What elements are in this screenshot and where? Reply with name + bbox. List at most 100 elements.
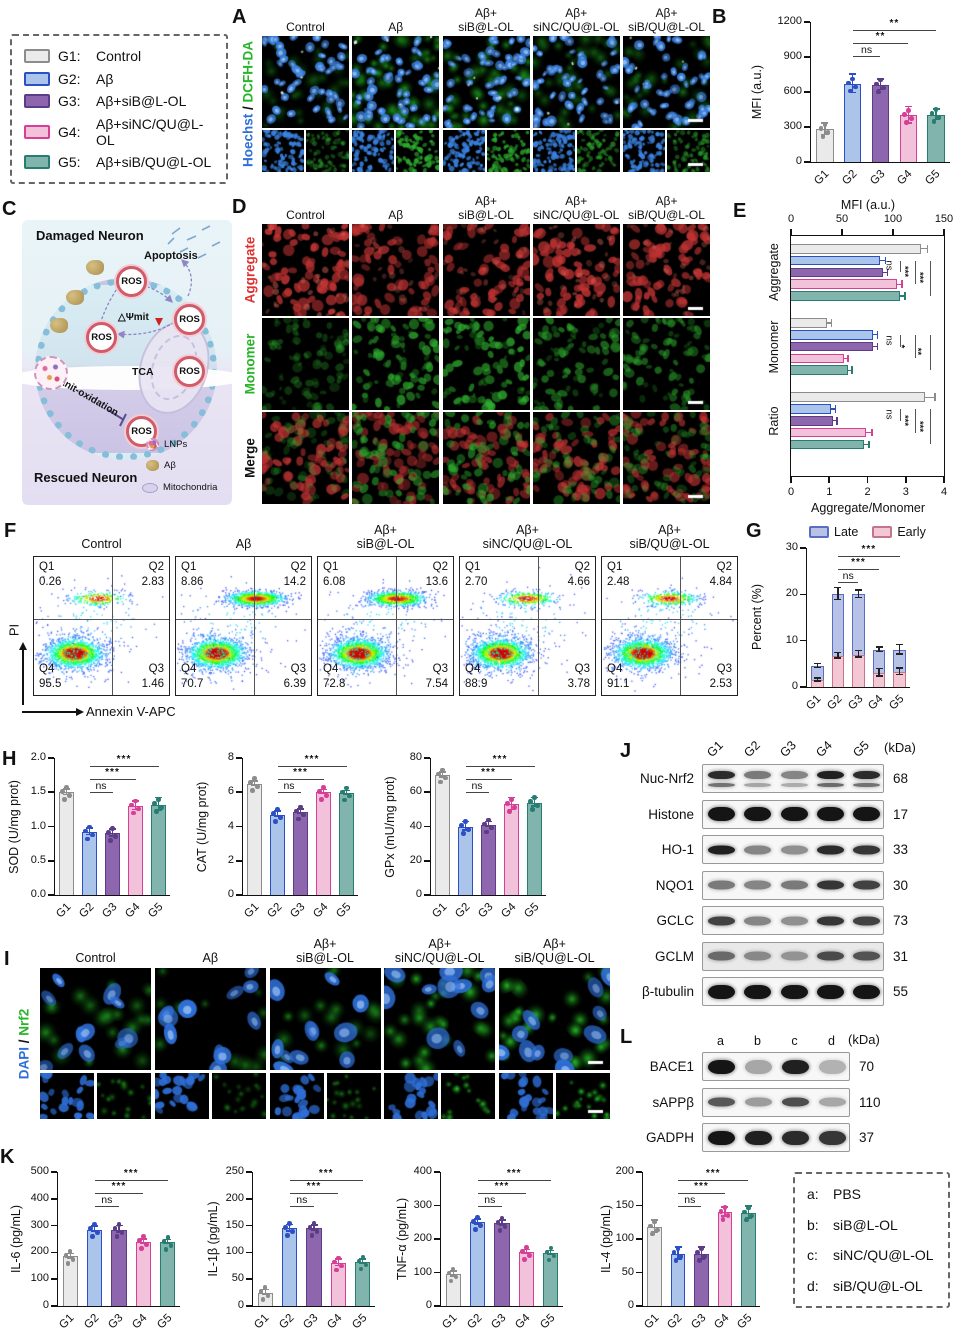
protein-label: BACE1 [649, 1059, 694, 1074]
column-header: Aβ [352, 2, 439, 34]
quadrant-q1: Q1 0.26 [39, 560, 61, 590]
legend-label: LNPs [164, 439, 188, 450]
micrograph-tile [442, 318, 530, 410]
y-tick-label: 600 [783, 85, 802, 97]
data-dot [450, 1266, 456, 1272]
header-line: Aβ+ [658, 522, 681, 537]
row-group-label: Ratio [767, 406, 781, 436]
data-dot [929, 111, 935, 117]
sig-line [900, 408, 902, 421]
y-tick-label: 1.0 [30, 819, 46, 832]
y-tick [48, 859, 54, 862]
F-flow-plots: Q1 0.26 Q2 2.83 Q3 1.46 Q4 95.5 Q1 8.86 Q2 14.2 Q3 6.… [33, 556, 743, 696]
data-dot [443, 775, 448, 781]
bar [481, 824, 496, 895]
y-tick [804, 126, 810, 128]
sig-line [477, 1206, 502, 1208]
quadrant-q3: Q3 7.54 [426, 662, 448, 692]
kda-value: 70 [859, 1059, 875, 1074]
abeta-blob [50, 318, 68, 333]
micrograph-tile [269, 968, 381, 1070]
data-dot [344, 785, 349, 791]
error-bar [264, 1290, 266, 1295]
data-dot [309, 1233, 315, 1238]
quadrant-label: Q2 [716, 561, 732, 573]
data-dot [475, 1214, 480, 1220]
y-tick-label: 20 [785, 587, 798, 600]
error-bar [879, 79, 882, 91]
data-dot [358, 1266, 364, 1272]
sig-line [930, 260, 932, 296]
column-header: Control [262, 2, 349, 34]
panel-L-label: L [620, 1026, 633, 1048]
h-bar [791, 427, 866, 438]
legend-label: Control [96, 48, 142, 64]
error-bar [253, 781, 256, 786]
header-line: Aβ+ [428, 936, 452, 951]
y-tick [434, 1171, 440, 1173]
column-header: Aβ+ siB/QU@L-OL [623, 2, 710, 34]
y-tick [424, 791, 430, 794]
data-dot [473, 1226, 478, 1232]
data-dot [512, 804, 517, 810]
micrograph-tile [154, 1073, 209, 1119]
y-tick-label: 0 [237, 1299, 244, 1311]
y-tick [48, 894, 54, 896]
ros-badge: ROS [174, 356, 205, 387]
error-cap [875, 646, 883, 648]
sig-line [277, 766, 347, 768]
data-dot [260, 1297, 266, 1302]
error-cap [877, 88, 884, 91]
x-tick-label: G5 [735, 1312, 755, 1332]
protein-band [744, 984, 772, 999]
sig-label: ns [296, 1194, 308, 1206]
bar [87, 1229, 103, 1306]
y-tick-label: 4 [227, 819, 234, 832]
x-tick-label: G2 [452, 901, 472, 921]
IL1B-bar-chart: 0 50 100 150 200 250 G1 G2 G3 G4 G5 ns *** *** [226, 1165, 375, 1331]
header-line: Aβ+ [655, 193, 678, 208]
data-dot [876, 89, 881, 95]
sig-label: *** [306, 1181, 322, 1192]
micrograph-tile [556, 1073, 610, 1119]
B-bar-chart: 0 300 600 900 1200 G1 G2 G3 G4 G5 ns ** ** [778, 15, 950, 187]
bottom-tick-label: 1 [826, 486, 833, 498]
error-cap [462, 829, 469, 831]
early-swatch [872, 526, 893, 538]
data-dot [294, 808, 299, 814]
data-dot [321, 784, 326, 790]
header-line: Control [286, 19, 325, 34]
treatment-legend-box: a: PBS b: siB@L-OL c: siNC/QU@L-OL d: siB/QU@L-… [793, 1172, 950, 1308]
legend-item: a: PBS [807, 1186, 936, 1202]
data-dot [60, 788, 65, 794]
quadrant-value: 2.83 [141, 575, 164, 588]
data-dot [499, 1215, 505, 1221]
data-dot [137, 1238, 142, 1243]
h-error-cap [926, 245, 929, 253]
error-cap [522, 1252, 530, 1255]
quadrant-label: Q3 [716, 663, 732, 676]
bottom-tick-label: 3 [902, 486, 909, 498]
y-tick-label: 900 [783, 50, 802, 62]
error-cap [674, 1258, 682, 1260]
error-bar [476, 1219, 479, 1225]
error-cap [274, 815, 281, 818]
x-tick-label: G4 [310, 901, 330, 921]
data-dot [461, 831, 466, 836]
y-tick [51, 1224, 57, 1227]
y-tick-label: 2.0 [30, 751, 46, 763]
error-cap [855, 596, 862, 599]
G-y-axis-label: Percent (%) [750, 584, 764, 650]
apoptosis-label: Apoptosis [144, 250, 198, 262]
sig-label: *** [481, 767, 496, 778]
error-bar [837, 588, 839, 601]
micrograph-tile [623, 412, 710, 504]
error-bar [654, 1220, 656, 1233]
top-tick-label: 150 [934, 213, 954, 225]
header-line: Aβ+ [475, 5, 497, 20]
header-line: siNC/QU@L-OL [482, 537, 573, 552]
protein-band [816, 807, 844, 821]
header-line: siNC/QU@L-OL [533, 207, 620, 222]
column-header: Aβ+ siB@L-OL [317, 518, 454, 552]
protein-band [853, 880, 881, 890]
